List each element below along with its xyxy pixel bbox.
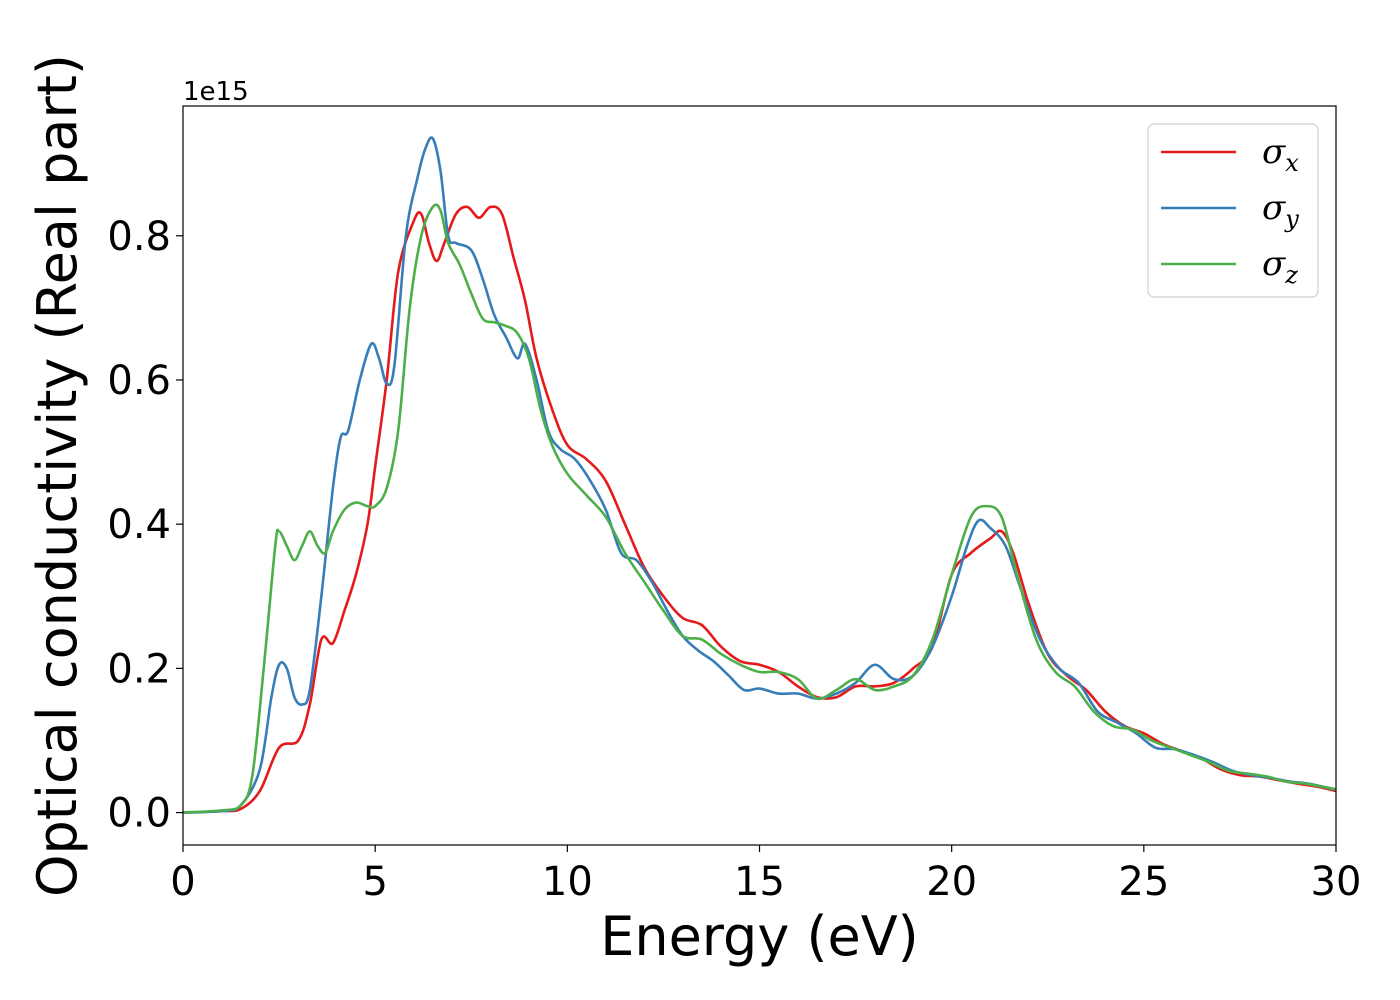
x-tick-label: 10	[542, 859, 593, 905]
y-axis-ticks: 0.0 0.2 0.4 0.6 0.8	[107, 214, 183, 837]
series-line-sigma-x	[182, 205, 1337, 814]
x-axis-ticks: 0 5 10 15 20 25 30	[170, 845, 1361, 905]
y-tick-label: 0.8	[107, 214, 171, 260]
y-tick-label: 0.2	[107, 646, 171, 692]
legend-box	[1147, 123, 1319, 298]
x-axis-title: Energy (eV)	[600, 905, 919, 968]
y-offset-label: 1e15	[183, 77, 249, 107]
series-line-sigma-z	[182, 203, 1337, 814]
series-layer	[182, 136, 1337, 814]
x-tick-label: 25	[1118, 859, 1169, 905]
x-tick-label: 0	[170, 859, 195, 905]
plot-frame	[182, 105, 1337, 846]
y-tick-label: 0.0	[107, 791, 171, 837]
x-tick-label: 30	[1311, 859, 1362, 905]
y-tick-label: 0.6	[107, 358, 171, 404]
x-tick-label: 15	[734, 859, 785, 905]
legend-label-sigma-x: σx	[1262, 132, 1299, 177]
x-tick-label: 5	[362, 859, 387, 905]
y-tick-label: 0.4	[107, 502, 171, 548]
x-tick-label: 20	[926, 859, 977, 905]
y-axis-title: Optical conductivity (Real part)	[26, 54, 89, 897]
